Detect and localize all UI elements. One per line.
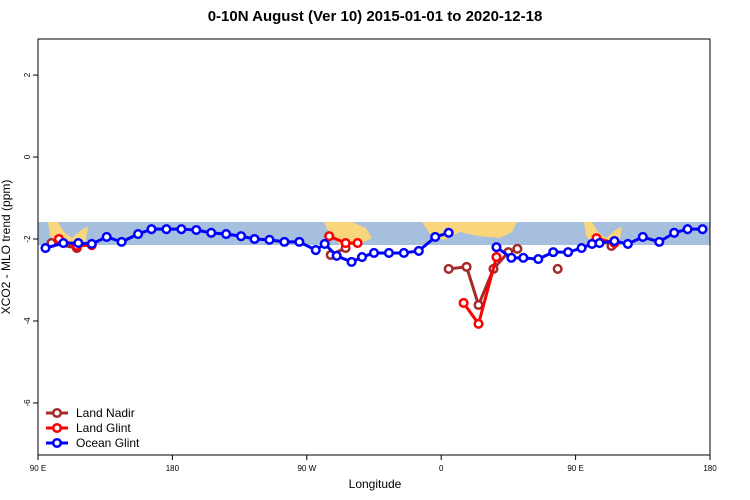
y-tick-label: 2 [23, 72, 32, 77]
data-point [697, 224, 708, 235]
x-tick-label: 90 W [297, 464, 316, 473]
data-point [682, 224, 693, 235]
legend-marker [51, 437, 63, 449]
data-point [319, 238, 330, 249]
plot-frame [37, 38, 711, 456]
legend-marker [51, 407, 63, 419]
legend-label: Land Glint [76, 421, 131, 435]
data-point [398, 247, 409, 258]
y-tick-label: 0 [23, 154, 32, 159]
y-tick-label: -4 [23, 317, 32, 325]
data-point [443, 227, 454, 238]
data-point [310, 245, 321, 256]
data-point [669, 227, 680, 238]
legend-marker [51, 422, 63, 434]
data-point [346, 256, 357, 268]
data-point [368, 247, 380, 258]
data-point [473, 299, 484, 311]
data-point [383, 247, 394, 258]
data-point [294, 236, 305, 247]
data-point [622, 238, 633, 249]
data-point [430, 231, 441, 243]
x-tick-label: 90 E [30, 464, 46, 473]
data-point [58, 238, 69, 249]
data-point [491, 242, 502, 253]
data-point [221, 229, 232, 240]
data-point [443, 263, 454, 274]
x-tick-label: 180 [166, 464, 180, 473]
data-point [116, 236, 127, 247]
legend-label: Land Nadir [76, 406, 135, 420]
data-point [654, 236, 665, 247]
data-point [357, 251, 368, 263]
data-point [512, 243, 523, 254]
data-point [352, 238, 363, 249]
legend-label: Ocean Glint [76, 436, 140, 450]
data-point [331, 250, 342, 261]
series [53, 231, 620, 329]
y-tick-label: -6 [23, 399, 32, 407]
data-point [413, 245, 424, 256]
data-point [146, 224, 157, 235]
chart-title: 0-10N August (Ver 10) 2015-01-01 to 2020… [208, 8, 543, 25]
series [40, 224, 708, 268]
x-tick-label: 0 [439, 464, 444, 473]
data-point [458, 297, 469, 308]
y-tick-label: -2 [23, 235, 32, 243]
data-point [594, 238, 605, 249]
data-point [324, 231, 335, 242]
data-point [637, 231, 648, 243]
data-point [73, 238, 84, 249]
x-tick-label: 90 E [567, 464, 583, 473]
data-point [249, 233, 260, 245]
data-point [340, 238, 351, 249]
data-point [576, 242, 587, 254]
data-point [236, 231, 247, 242]
series [46, 238, 617, 311]
data-point [533, 254, 544, 265]
data-point [101, 231, 112, 243]
data-point [176, 224, 187, 235]
x-tick-label: 180 [703, 464, 717, 473]
data-point [133, 229, 144, 240]
x-axis-label: Longitude [349, 477, 402, 491]
data-point [548, 247, 559, 258]
data-point [206, 227, 217, 238]
data-point [552, 263, 563, 274]
data-point [518, 252, 529, 263]
y-axis-label: XCO2 - MLO trend (ppm) [0, 180, 13, 315]
data-point [279, 236, 290, 247]
data-point [461, 261, 472, 272]
data-point [491, 251, 502, 263]
data-point [191, 224, 202, 236]
data-point [264, 234, 275, 245]
data-point [161, 224, 172, 235]
data-point [40, 242, 51, 254]
ocean-band [38, 222, 710, 245]
data-point [86, 238, 97, 249]
data-point [609, 236, 620, 247]
data-point [506, 252, 517, 263]
data-point [473, 318, 484, 329]
data-point [563, 247, 574, 258]
